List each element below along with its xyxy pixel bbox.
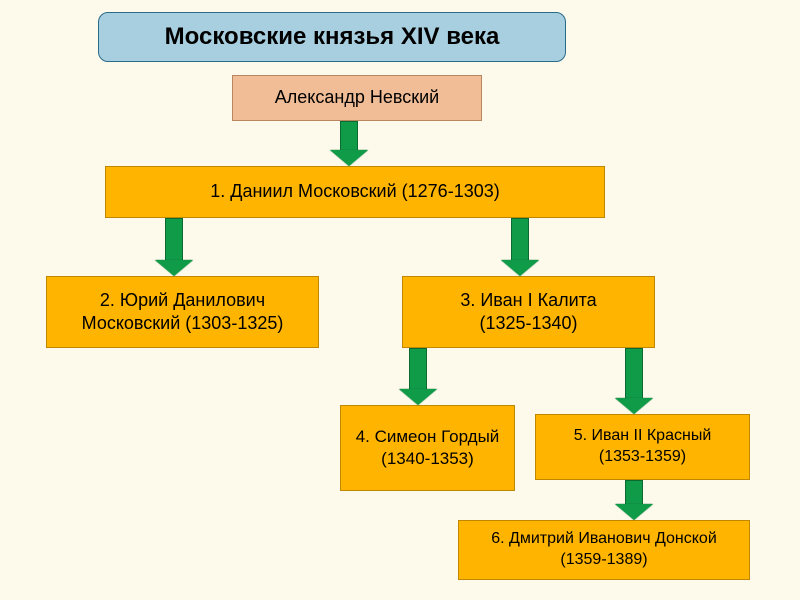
node-label: Александр Невский: [275, 86, 439, 109]
arrow-a5: [615, 480, 653, 520]
arrow-shaft: [409, 348, 427, 389]
arrow-head-icon: [615, 398, 653, 414]
node-n1: 1. Даниил Московский (1276-1303): [105, 166, 605, 218]
node-n3: 3. Иван I Калита (1325-1340): [402, 276, 655, 348]
node-label: 4. Симеон Гордый (1340-1353): [356, 426, 500, 470]
arrow-shaft: [165, 218, 183, 260]
node-n0: Александр Невский: [232, 75, 482, 121]
arrow-shaft: [340, 121, 358, 150]
arrow-head-icon: [615, 504, 653, 520]
arrow-head-icon: [330, 150, 368, 166]
node-n2: 2. Юрий Данилович Московский (1303-1325): [46, 276, 319, 348]
arrow-shaft: [511, 218, 529, 260]
arrow-a0: [330, 121, 368, 166]
arrow-head-icon: [501, 260, 539, 276]
arrow-a1: [155, 218, 193, 276]
arrow-a3: [399, 348, 437, 405]
arrow-shaft: [625, 348, 643, 398]
node-label: 3. Иван I Калита (1325-1340): [460, 289, 596, 336]
arrow-a4: [615, 348, 653, 414]
arrow-head-icon: [399, 389, 437, 405]
node-label: 6. Дмитрий Иванович Донской (1359-1389): [491, 529, 717, 571]
arrow-head-icon: [155, 260, 193, 276]
node-label: 1. Даниил Московский (1276-1303): [210, 180, 499, 203]
node-n4: 4. Симеон Гордый (1340-1353): [340, 405, 515, 491]
title-box: Московские князья XIV века: [98, 12, 566, 62]
arrow-shaft: [625, 480, 643, 504]
arrow-a2: [501, 218, 539, 276]
node-label: 5. Иван II Красный (1353-1359): [574, 426, 712, 468]
node-n5: 5. Иван II Красный (1353-1359): [535, 414, 750, 480]
node-n6: 6. Дмитрий Иванович Донской (1359-1389): [458, 520, 750, 580]
node-label: 2. Юрий Данилович Московский (1303-1325): [55, 289, 310, 336]
title-text: Московские князья XIV века: [165, 21, 500, 52]
